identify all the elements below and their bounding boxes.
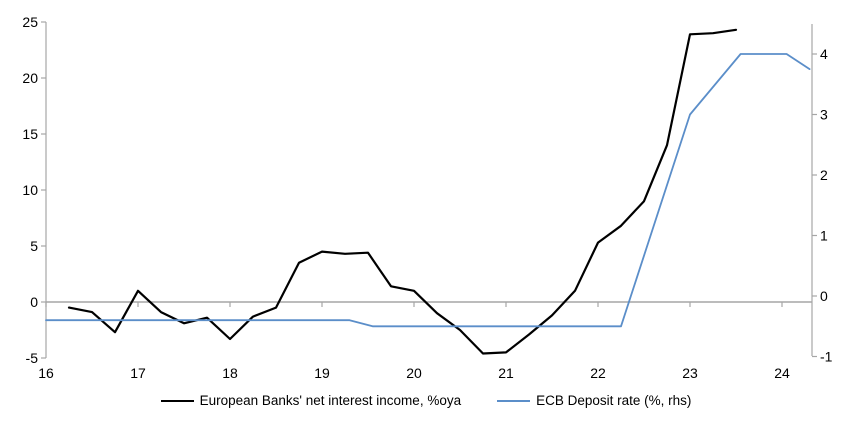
right-tick-label: 2 (820, 167, 828, 183)
right-tick-label: 0 (820, 288, 828, 304)
x-tick-label: 18 (222, 365, 238, 381)
chart-legend: European Banks' net interest income, %oy… (0, 393, 852, 408)
legend-label-ecb-deposit-rate: ECB Deposit rate (%, rhs) (536, 393, 692, 408)
right-tick-label: 1 (820, 228, 828, 244)
x-tick-label: 20 (406, 365, 422, 381)
legend-item-net-interest-income: European Banks' net interest income, %oy… (160, 393, 462, 408)
x-tick-label: 21 (498, 365, 514, 381)
right-tick-label: 3 (820, 107, 828, 123)
x-tick-label: 23 (682, 365, 698, 381)
left-tick-label: 20 (22, 70, 38, 86)
legend-item-ecb-deposit-rate: ECB Deposit rate (%, rhs) (497, 393, 691, 408)
x-tick-label: 19 (314, 365, 330, 381)
legend-line-swatch-black (160, 399, 194, 402)
left-tick-label: -5 (26, 350, 39, 366)
left-tick-label: 15 (22, 126, 38, 142)
right-tick-label: -1 (820, 349, 833, 365)
left-axis: 25 20 15 10 5 0 -5 (22, 14, 47, 366)
right-axis: 4 3 2 1 0 -1 (811, 24, 833, 365)
left-tick-label: 10 (22, 182, 38, 198)
left-tick-label: 25 (22, 14, 38, 30)
ecb-deposit-rate-line (45, 53, 811, 328)
net-interest-income-line (67, 28, 738, 355)
x-tick-label: 24 (774, 365, 790, 381)
x-tick-label: 22 (590, 365, 606, 381)
left-tick-label: 5 (30, 238, 38, 254)
x-tick-label: 17 (130, 365, 146, 381)
left-tick-label: 0 (30, 294, 38, 310)
legend-line-swatch-blue (497, 399, 531, 402)
legend-label-net-interest-income: European Banks' net interest income, %oy… (199, 393, 462, 408)
x-tick-label: 16 (38, 365, 54, 381)
x-axis: 16 17 18 19 20 21 22 23 24 (38, 302, 790, 381)
right-tick-label: 4 (820, 46, 828, 62)
